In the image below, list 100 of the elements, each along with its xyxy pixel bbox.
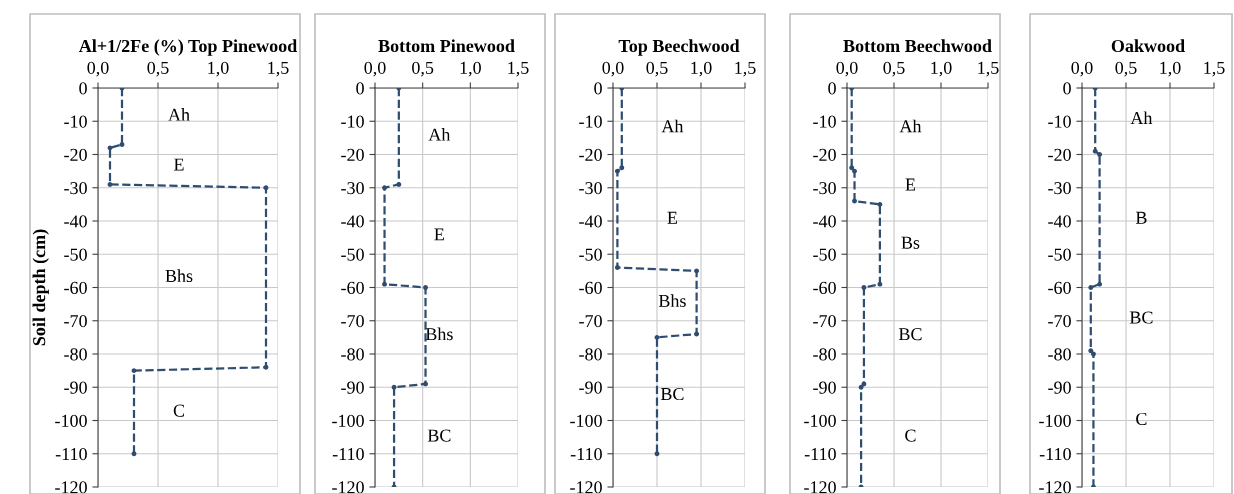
point [877,281,883,287]
y-tick-label: -20 [813,148,836,161]
y-tick-label: 0 [79,82,87,95]
annotation: Ah [1130,111,1153,124]
y-tick-label: 0 [594,82,602,95]
y-tick-label: -110 [55,448,87,461]
y-tick-label: -50 [579,248,602,261]
y-tick-label: -70 [813,315,836,328]
point [861,285,867,290]
point [391,384,397,390]
y-tick-label: -110 [570,448,602,461]
y-tick-label: -70 [64,315,87,328]
point [396,181,402,187]
x-tick-label: 0,5 [883,61,905,77]
y-tick-label: -40 [341,215,364,228]
y-tick-label: -90 [813,381,836,394]
annotation: E [667,211,678,224]
y-tick-label: -110 [804,448,836,461]
chart-title: Oakwood [1111,39,1185,53]
y-tick-label: -90 [579,381,602,394]
point [877,201,883,207]
line-series [382,88,428,487]
annotation: E [174,158,184,171]
y-tick-label: -60 [64,281,87,294]
y-tick-label: -90 [341,381,364,394]
y-tick-label: -60 [1048,281,1071,294]
y-tick-label: 0 [828,82,836,95]
x-tick-label: 0,5 [412,61,434,77]
point [263,185,269,191]
annotation: Ah [168,108,190,121]
x-tick-label: 1,5 [978,61,999,77]
x-tick-label: 0,0 [602,61,624,77]
y-tick-label: -30 [1048,182,1071,195]
x-tick-label: 1,5 [735,61,756,77]
point [107,181,113,187]
point [119,142,125,147]
y-tick-label: -30 [64,182,87,195]
x-tick-label: 1,0 [691,61,712,77]
annotation: BC [427,429,451,442]
y-tick-label: -100 [1039,414,1071,427]
y-tick-label: -70 [579,315,602,328]
chart-title: Bottom Beechwood [843,39,992,53]
y-tick-label: -60 [341,281,364,294]
y-tick-label: -100 [55,414,87,427]
y-tick-label: -120 [332,481,364,494]
annotation: BC [1129,311,1153,324]
x-tick-label: 1,0 [460,61,481,77]
x-tick-label: 0,5 [1115,61,1137,77]
y-axis-title: Soil depth (cm) [32,229,49,346]
annotation: Bs [901,236,920,249]
y-tick-label: -70 [1048,315,1071,328]
point [614,168,620,174]
point [614,265,620,270]
y-tick-label: -30 [341,182,364,195]
annotation: Bhs [165,269,193,283]
annotation: E [905,178,916,191]
y-tick-label: -120 [1039,481,1071,494]
point [423,285,428,290]
point [1088,285,1094,290]
point [382,281,387,287]
point [131,368,137,374]
x-tick-label: 0,5 [646,61,668,77]
y-tick-label: 0 [1063,82,1071,95]
y-tick-label: -50 [813,248,836,261]
point [852,168,857,174]
y-tick-label: -80 [579,348,602,361]
y-tick-label: -100 [570,414,602,427]
annotation: C [173,404,185,417]
y-tick-label: -70 [341,315,364,328]
x-tick-label: 0,0 [87,61,109,77]
point [263,364,269,370]
chart-title: Al+1/2Fe (%) Top Pinewood [78,39,298,56]
y-tick-label: -10 [341,115,364,128]
y-tick-label: -10 [64,115,87,128]
point [619,165,625,171]
annotation: C [905,429,916,442]
point [1092,148,1098,154]
y-tick-label: -50 [64,248,87,261]
x-tick-label: 1,0 [1160,61,1181,77]
line-series [1088,88,1103,487]
annotation: E [434,228,444,241]
y-tick-label: -90 [1048,381,1071,394]
point [654,334,660,340]
x-tick-label: 0,5 [147,61,169,77]
y-tick-label: -100 [804,414,836,427]
y-tick-label: -50 [1048,248,1071,261]
x-tick-label: 1,0 [931,61,952,77]
y-tick-label: -30 [579,182,602,195]
y-tick-label: -110 [332,448,364,461]
point [1097,281,1103,287]
y-tick-label: -10 [813,115,836,128]
annotation: C [1136,412,1147,426]
annotation: BC [660,387,684,401]
point [382,185,387,191]
annotation: Ah [661,119,684,133]
chart-title: Bottom Pinewood [378,39,515,53]
annotation: Bhs [425,327,453,341]
annotation: Ah [899,119,922,133]
x-tick-label: 0,0 [1071,61,1093,77]
y-tick-label: -120 [55,481,87,494]
